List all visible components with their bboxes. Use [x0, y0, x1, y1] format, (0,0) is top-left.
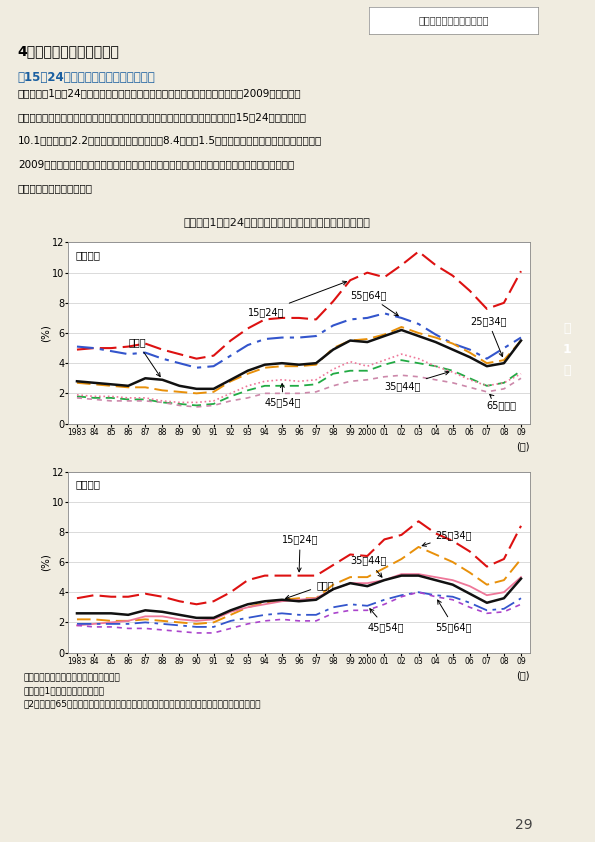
Text: 45～54歳: 45～54歳 [265, 384, 301, 408]
Text: 15～24歳: 15～24歳 [282, 535, 318, 572]
Text: 第１－（1）－24図　男女別、年齢階級別完全失業率の推移: 第１－（1）－24図 男女別、年齢階級別完全失業率の推移 [183, 217, 370, 227]
Text: 10.1％（前年差2.2％ポイント上昇）、女性が8.4％（同1.5％ポイント上昇）と大きく上昇した。: 10.1％（前年差2.2％ポイント上昇）、女性が8.4％（同1.5％ポイント上昇… [18, 136, 322, 146]
Y-axis label: (%): (%) [40, 553, 51, 571]
Text: 35～44歳: 35～44歳 [350, 556, 387, 577]
Text: なっていると考えられる。: なっていると考えられる。 [18, 183, 93, 193]
Text: 年齢計: 年齢計 [128, 337, 160, 376]
Text: （男性）: （男性） [76, 250, 101, 259]
Text: 年齢計: 年齢計 [286, 579, 334, 599]
Text: (年): (年) [516, 441, 530, 451]
Y-axis label: (%): (%) [40, 324, 51, 342]
Text: 第１－（1）－24図により、完全失業率の動きを性・年齢階級別にみると、2009年の完全失: 第１－（1）－24図により、完全失業率の動きを性・年齢階級別にみると、2009年… [18, 88, 302, 99]
Text: （女性）: （女性） [76, 479, 101, 488]
Text: 25～34歳: 25～34歳 [470, 316, 506, 356]
Text: 35～44歳: 35～44歳 [384, 371, 449, 391]
Text: 2）女性の65歳以上については、統計的に有意であると考えられないので、掲載していない。: 2）女性の65歳以上については、統計的に有意であると考えられないので、掲載してい… [24, 699, 261, 708]
Text: 2009年春の新規学卒者の就職状況が悪化したことも、若年層の完全失業率を上昇させた一因に: 2009年春の新規学卒者の就職状況が悪化したことも、若年層の完全失業率を上昇させ… [18, 159, 294, 169]
Text: (年): (年) [516, 670, 530, 680]
Text: （注）　1）データは年平均値。: （注） 1）データは年平均値。 [24, 686, 105, 695]
Text: 15～24歳: 15～24歳 [248, 281, 347, 317]
Text: 55～64歳: 55～64歳 [436, 600, 472, 632]
Text: 25～34歳: 25～34歳 [422, 530, 472, 546]
Text: 資料出所　総務省統計局『労働力調査』: 資料出所 総務省統計局『労働力調査』 [24, 674, 121, 683]
Text: 45～54歳: 45～54歳 [367, 609, 404, 632]
Text: 29: 29 [515, 818, 533, 832]
Text: 雇用、失業の動向　第１節: 雇用、失業の動向 第１節 [418, 15, 489, 25]
Text: 55～64歳: 55～64歳 [350, 290, 398, 316]
Text: 《15～24歳層で強化した完全失業率》: 《15～24歳層で強化した完全失業率》 [18, 71, 156, 83]
Text: 4）若年者の雇用失業情勢: 4）若年者の雇用失業情勢 [18, 44, 120, 58]
Text: 第
1
節: 第 1 節 [562, 322, 571, 377]
Text: 業率は、男女ともに景気後退の影響を受け、全ての年齢層で上昇したが、特に15～24歳層で男性が: 業率は、男女ともに景気後退の影響を受け、全ての年齢層で上昇したが、特に15～24… [18, 112, 307, 122]
Text: 65歳以上: 65歳以上 [487, 394, 517, 410]
